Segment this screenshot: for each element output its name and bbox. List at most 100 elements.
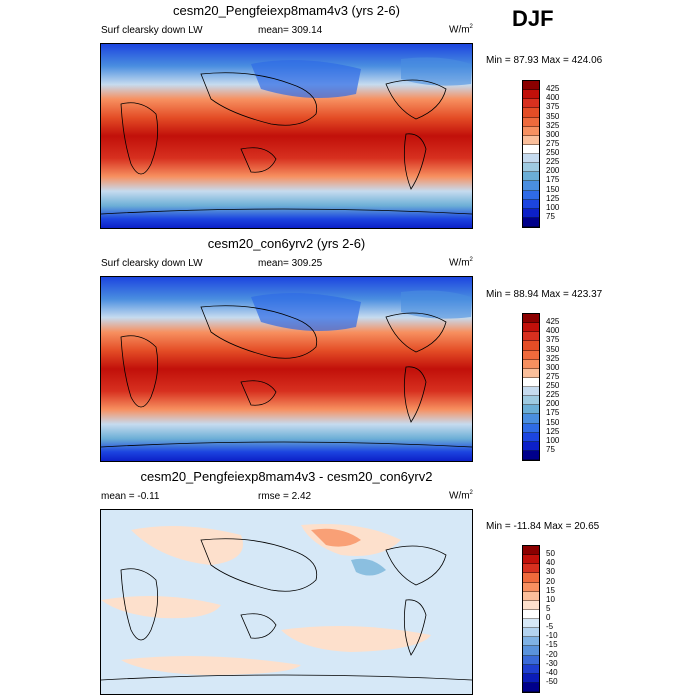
panel-3-title: cesm20_Pengfeiexp8mam4v3 - cesm20_con6yr…	[140, 469, 433, 484]
panel-3-minmax: Min = -11.84 Max = 20.65	[486, 521, 600, 532]
colorbar-swatch	[523, 341, 539, 351]
colorbar-tick-label: 30	[546, 567, 555, 577]
colorbar-swatch	[523, 377, 539, 387]
colorbar-tick-label: 125	[546, 426, 560, 436]
colorbar-tick-label: 75	[546, 444, 555, 454]
colorbar-tick-label: 175	[546, 175, 560, 185]
colorbar-tick-label: 275	[546, 138, 560, 148]
colorbar-swatch	[523, 546, 539, 556]
colorbar-swatch	[523, 637, 539, 647]
colorbar-swatch	[523, 441, 539, 451]
colorbar-tick-label: 425	[546, 317, 560, 327]
colorbar-swatch	[523, 387, 539, 397]
colorbar-tick-label: 100	[546, 202, 560, 212]
panel-3-map	[100, 509, 473, 695]
colorbar-tick-label: 300	[546, 362, 560, 372]
panel-2-title: cesm20_con6yrv2 (yrs 2-6)	[207, 236, 366, 251]
colorbar-swatch	[523, 573, 539, 583]
colorbar-tick-label: 50	[546, 549, 555, 559]
colorbar-swatch	[523, 673, 539, 683]
colorbar-tick-label: 325	[546, 353, 560, 363]
colorbar-swatch	[523, 117, 539, 127]
panel-3-colorbar	[522, 545, 540, 693]
colorbar-tick-label: 425	[546, 84, 560, 94]
panel-3-colorbar-labels: 50 40 30 20 15 10 5 0 -5 -10 -15 -20 -30 -40 -50	[546, 545, 586, 693]
colorbar-tick-label: 10	[546, 594, 555, 604]
colorbar-tick-label: 175	[546, 408, 560, 418]
colorbar-tick-label: 5	[546, 603, 551, 613]
colorbar-tick-label: 200	[546, 399, 560, 409]
colorbar-swatch	[523, 655, 539, 665]
colorbar-tick-label: 225	[546, 390, 560, 400]
colorbar-swatch	[523, 108, 539, 118]
colorbar-tick-label: 400	[546, 326, 560, 336]
colorbar-swatch	[523, 181, 539, 191]
panel-1-map	[100, 43, 473, 229]
colorbar-tick-label: 400	[546, 93, 560, 103]
colorbar-tick-label: 20	[546, 576, 555, 586]
colorbar-tick-label: 325	[546, 120, 560, 130]
colorbar-swatch	[523, 90, 539, 100]
panel-2-units: W/m2	[449, 257, 473, 269]
colorbar-swatch	[523, 217, 539, 227]
colorbar-swatch	[523, 396, 539, 406]
panel-2-map	[100, 276, 473, 462]
colorbar-tick-label: 350	[546, 111, 560, 121]
colorbar-tick-label: 350	[546, 344, 560, 354]
colorbar-swatch	[523, 359, 539, 369]
colorbar-swatch	[523, 432, 539, 442]
colorbar-swatch	[523, 172, 539, 182]
colorbar-tick-label: 375	[546, 102, 560, 112]
colorbar-tick-label: -20	[546, 649, 558, 659]
colorbar-swatch	[523, 582, 539, 592]
colorbar-swatch	[523, 81, 539, 91]
colorbar-swatch	[523, 135, 539, 145]
colorbar-tick-label: 15	[546, 585, 555, 595]
colorbar-swatch	[523, 414, 539, 424]
colorbar-swatch	[523, 555, 539, 565]
panel-1-units: W/m2	[449, 24, 473, 36]
colorbar-swatch	[523, 609, 539, 619]
colorbar-tick-label: 40	[546, 558, 555, 568]
panel-2-colorbar-labels: 425 400 375 350 325 300 275 250 225 200 175 150 125 1…	[546, 313, 586, 461]
colorbar-tick-label: 100	[546, 435, 560, 445]
colorbar-swatch	[523, 99, 539, 109]
panel-2-minmax: Min = 88.94 Max = 423.37	[486, 289, 603, 300]
colorbar-swatch	[523, 646, 539, 656]
colorbar-tick-label: -30	[546, 658, 558, 668]
colorbar-swatch	[523, 405, 539, 415]
colorbar-tick-label: 300	[546, 129, 560, 139]
panel-1-minmax: Min = 87.93 Max = 424.06	[486, 55, 603, 66]
colorbar-tick-label: 75	[546, 211, 555, 221]
colorbar-swatch	[523, 323, 539, 333]
colorbar-swatch	[523, 564, 539, 574]
colorbar-tick-label: 150	[546, 417, 560, 427]
panel-1-colorbar	[522, 80, 540, 228]
colorbar-swatch	[523, 314, 539, 324]
panel-1-title: cesm20_Pengfeiexp8mam4v3 (yrs 2-6)	[173, 3, 400, 18]
colorbar-tick-label: 0	[546, 613, 551, 622]
colorbar-tick-label: 225	[546, 157, 560, 167]
season-label: DJF	[512, 6, 554, 31]
colorbar-swatch	[523, 619, 539, 629]
panel-1-colorbar-labels: 425 400 375 350 325 300 275 250 225 200 175 150 125 1…	[546, 80, 586, 228]
colorbar-swatch	[523, 628, 539, 638]
colorbar-tick-label: -40	[546, 667, 558, 677]
colorbar-swatch	[523, 423, 539, 433]
colorbar-swatch	[523, 682, 539, 692]
colorbar-tick-label: 275	[546, 371, 560, 381]
colorbar-tick-label: 200	[546, 166, 560, 176]
panel-1-mean-label: mean= 309.14	[258, 25, 323, 36]
panel-3-rmse-label: rmse = 2.42	[258, 491, 312, 502]
colorbar-tick-label: 150	[546, 184, 560, 194]
colorbar-swatch	[523, 126, 539, 136]
colorbar-swatch	[523, 368, 539, 378]
colorbar-swatch	[523, 144, 539, 154]
panel-2-colorbar	[522, 313, 540, 461]
panel-3-units: W/m2	[449, 490, 473, 502]
colorbar-swatch	[523, 163, 539, 173]
colorbar-swatch	[523, 450, 539, 460]
panel-3-mean-label: mean = -0.11	[101, 491, 160, 502]
panel-1-variable-label: Surf clearsky down LW	[101, 25, 203, 36]
colorbar-swatch	[523, 190, 539, 200]
